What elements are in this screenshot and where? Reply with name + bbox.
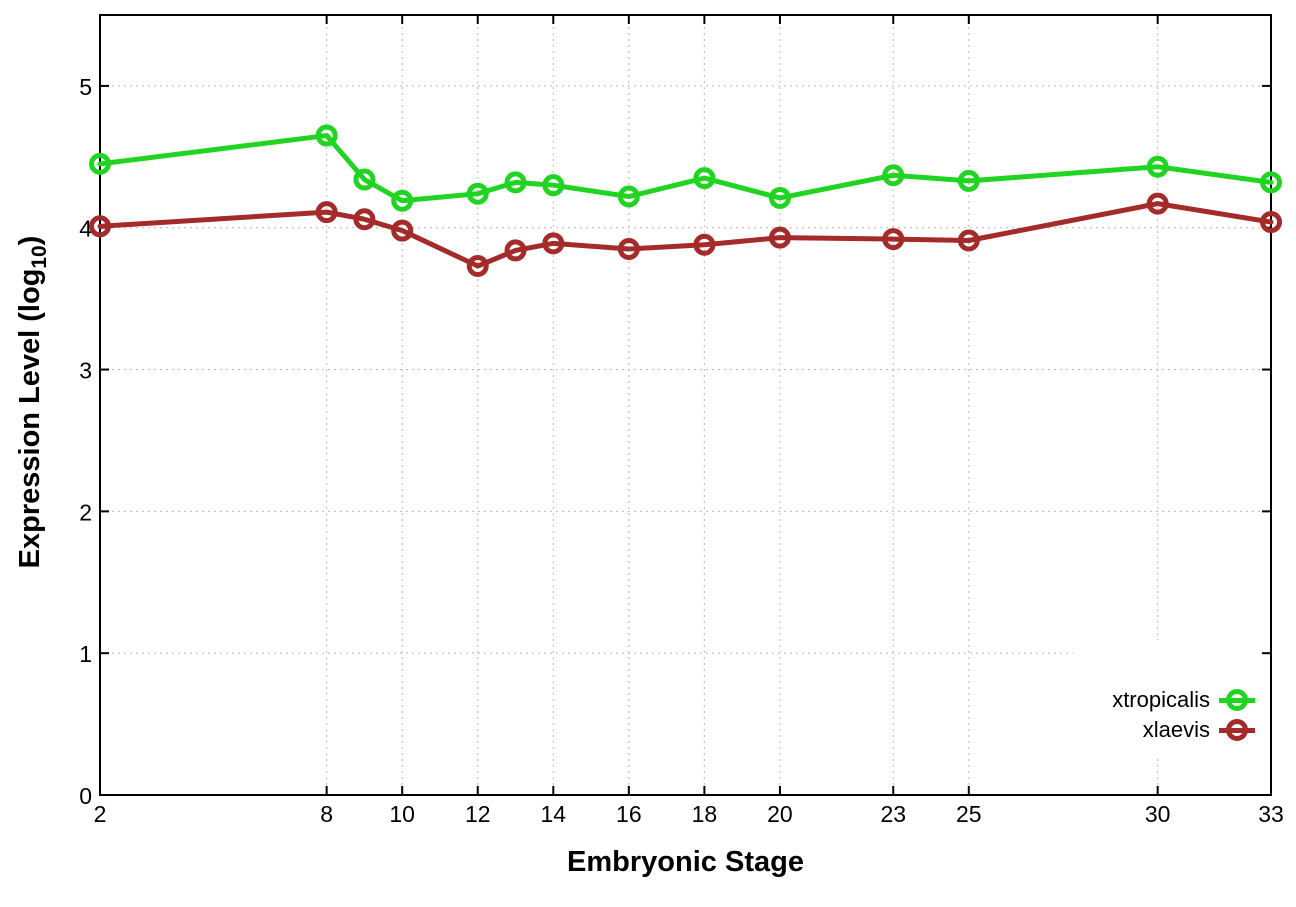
y-tick-label: 5 [79, 74, 92, 100]
x-tick-label: 14 [540, 801, 566, 827]
y-axis-title-close-paren: ) [14, 235, 47, 246]
data-point-xlaevis [504, 239, 527, 262]
data-point-xtropicalis [617, 185, 640, 208]
xlaevis-line-marker-icon [1219, 718, 1255, 742]
x-tick-label: 25 [956, 801, 982, 827]
plot-border [99, 14, 1272, 796]
legend-label-xtropicalis: xtropicalis [1112, 687, 1210, 712]
legend-item-xlaevis: xlaevis [1073, 715, 1255, 745]
x-tick-label: 20 [767, 801, 793, 827]
data-point-xtropicalis [542, 174, 565, 197]
y-tick-label: 3 [79, 358, 92, 384]
data-point-xtropicalis [768, 186, 791, 209]
x-axis-title: Embryonic Stage [567, 846, 804, 878]
data-point-xtropicalis [693, 167, 716, 190]
series-line-xlaevis [97, 201, 1274, 269]
x-tick-label: 2 [94, 801, 107, 827]
legend-label-xlaevis: xlaevis [1142, 717, 1210, 742]
legend-point-sample [1226, 719, 1248, 741]
y-tick-label: 0 [79, 783, 92, 809]
data-point-xlaevis [466, 255, 489, 278]
legend-point-sample [1226, 689, 1248, 711]
data-point-xtropicalis [89, 152, 111, 175]
data-point-xlaevis [315, 201, 338, 224]
data-point-xtropicalis [882, 164, 905, 187]
x-tick-label: 8 [320, 801, 333, 827]
data-point-xtropicalis [353, 168, 376, 191]
y-tick-label: 2 [79, 499, 92, 525]
legend-item-xtropicalis: xtropicalis [1073, 685, 1255, 715]
data-point-xtropicalis [466, 182, 489, 205]
x-tick-label: 10 [389, 801, 415, 827]
xtropicalis-line-marker-icon [1219, 688, 1255, 712]
data-point-xlaevis [768, 226, 791, 249]
data-point-xlaevis [693, 233, 716, 256]
data-point-xlaevis [1146, 192, 1169, 215]
data-point-xlaevis [617, 238, 640, 260]
data-point-xtropicalis [1260, 171, 1282, 194]
y-axis-title-subscript: 10 [27, 245, 51, 269]
x-tick-label: 12 [465, 801, 491, 827]
y-tick-label: 4 [79, 216, 92, 242]
x-tick-label: 18 [692, 801, 718, 827]
series-line-xtropicalis [97, 133, 1274, 204]
data-point-xlaevis [89, 215, 111, 238]
y-axis-title: Expression Level (log10) [14, 236, 52, 569]
data-point-xtropicalis [957, 169, 980, 192]
data-point-xlaevis [542, 232, 565, 255]
data-point-xlaevis [391, 219, 414, 242]
data-point-xtropicalis [391, 189, 414, 212]
data-point-xtropicalis [315, 124, 338, 147]
legend: xtropicalis xlaevis [1073, 640, 1267, 757]
x-tick-label: 33 [1258, 801, 1284, 827]
x-tick-label: 16 [616, 801, 642, 827]
data-point-xlaevis [353, 208, 376, 231]
data-point-xlaevis [882, 228, 905, 251]
y-tick-label: 1 [79, 641, 92, 667]
data-point-xlaevis [957, 229, 980, 252]
x-tick-label: 30 [1145, 801, 1171, 827]
data-point-xtropicalis [504, 171, 527, 194]
x-tick-label: 23 [880, 801, 906, 827]
y-axis-title-text: Expression Level (log [14, 268, 47, 569]
data-point-xtropicalis [1146, 155, 1169, 178]
data-point-xlaevis [1260, 211, 1282, 234]
